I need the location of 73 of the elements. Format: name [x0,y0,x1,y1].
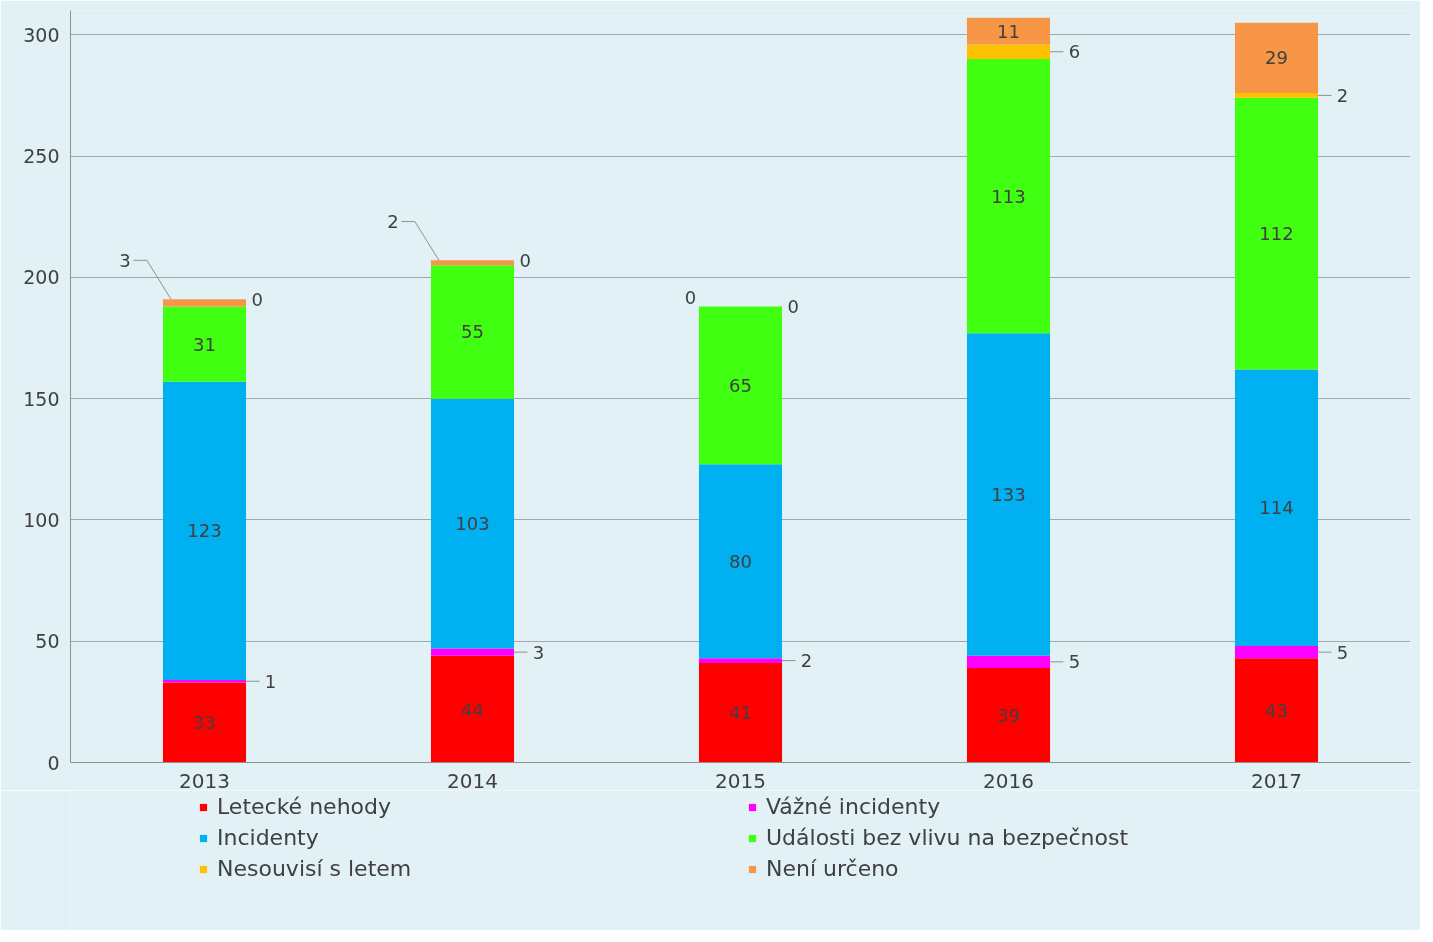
bar [162,682,247,763]
bar [430,398,515,649]
data-label: 123 [187,520,222,542]
data-label: 41 [729,702,752,724]
legend-label: Vážné incidenty [766,794,942,819]
bar [966,655,1051,668]
data-label: 6 [1068,41,1081,63]
data-label: 2 [800,650,813,672]
data-label: 5 [1336,641,1349,663]
data-label: 11 [997,20,1020,42]
y-tick-label: 250 [23,145,60,168]
legend-label: Není určeno [766,856,900,881]
annotation: 0 [251,288,263,310]
bar [162,306,247,382]
y-tick-label: 150 [23,387,60,410]
y-tick-label: 50 [35,630,60,653]
legend-label: Nesouvisí s letem [217,856,413,881]
data-label: 3 [532,641,545,663]
y-tick-label: 0 [47,751,60,774]
bar [162,381,247,681]
data-label: 114 [1259,497,1294,519]
data-label: 55 [461,321,484,343]
x-tick-label: 2014 [447,768,498,793]
bar [430,648,515,656]
y-tick-label: 300 [23,23,60,46]
data-label: 33 [193,711,216,733]
data-label: 133 [991,483,1026,505]
bar [1234,369,1319,647]
legend-label: Incidenty [217,825,320,850]
data-label: 80 [729,550,752,572]
bar [966,59,1051,334]
bar [698,658,783,664]
legend-label: Události bez vlivu na bezpečnost [766,825,1130,850]
x-tick-label: 2017 [1251,768,1302,793]
bar [698,306,783,465]
bar [698,464,783,659]
data-label: 65 [729,374,752,396]
data-label: 2 [387,211,399,233]
x-tick-label: 2015 [715,768,766,793]
data-label: 113 [991,185,1026,207]
bar [1234,646,1319,659]
bar [966,44,1051,60]
bar [966,17,1051,45]
x-tick-label: 2016 [983,768,1034,793]
bar [966,333,1051,656]
data-label: 103 [455,513,490,535]
bar [1234,97,1319,370]
x-tick-label: 2013 [179,768,230,793]
legend-label: Letecké nehody [217,794,392,819]
data-label: 5 [1068,651,1081,673]
data-label: 112 [1259,223,1294,245]
annotation: 0 [787,295,799,317]
annotation: 0 [519,249,531,271]
data-label: 43 [1265,699,1288,721]
data-label: 3 [119,249,131,271]
bar [430,260,515,266]
bar [1234,92,1319,98]
bar [162,299,247,307]
data-label: 29 [1265,47,1288,69]
data-label: 2 [1336,84,1349,106]
bar [698,663,783,763]
y-tick-label: 200 [23,266,60,289]
bar [430,655,515,763]
annotation: 0 [684,287,697,309]
data-label: 44 [461,698,484,720]
bar [1234,658,1319,763]
bar [430,265,515,399]
data-label: 39 [997,704,1020,726]
data-label: 1 [264,670,277,692]
bar [1234,22,1319,93]
data-label: 31 [193,333,216,355]
y-tick-label: 100 [23,508,60,531]
bar [966,667,1051,763]
